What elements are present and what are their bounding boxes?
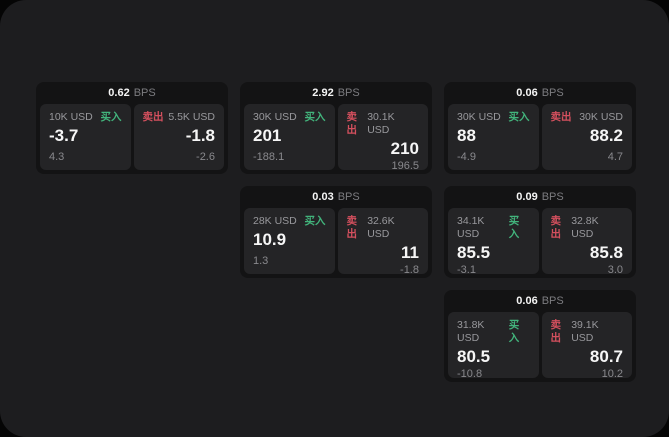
price-tile: 2.92 BPS 30K USD 买入 201 -188.1 卖出 30.1K …	[240, 82, 432, 174]
sell-panel[interactable]: 卖出 30K USD 88.2 4.7	[541, 104, 632, 170]
buy-side-label: 买入	[508, 111, 530, 123]
spread-header: 2.92 BPS	[240, 82, 432, 104]
buy-delta: 1.3	[253, 255, 269, 267]
buy-delta: -3.1	[457, 264, 476, 276]
sell-price: -1.8	[185, 126, 215, 145]
spread-unit: BPS	[541, 87, 564, 99]
buy-panel[interactable]: 34.1K USD 买入 85.5 -3.1	[448, 208, 539, 276]
sell-side-label: 卖出	[550, 319, 562, 344]
buy-side-label: 买入	[508, 215, 520, 240]
sell-amount: 39.1K USD	[571, 319, 599, 344]
buy-side-label: 买入	[304, 215, 326, 227]
sell-delta: -1.8	[400, 264, 419, 276]
buy-delta: -4.9	[457, 151, 476, 163]
buy-panel[interactable]: 30K USD 买入 88 -4.9	[448, 104, 539, 170]
spread-value: 0.62	[108, 87, 130, 99]
buy-panel[interactable]: 10K USD 买入 -3.7 4.3	[40, 104, 131, 170]
sell-side-label: 卖出	[346, 111, 358, 136]
buy-amount: 34.1K USD	[457, 215, 485, 240]
buy-panel[interactable]: 31.8K USD 买入 80.5 -10.8	[448, 312, 539, 380]
price-tile: 0.06 BPS 30K USD 买入 88 -4.9 卖出 30K USD 8…	[444, 82, 636, 174]
spread-value: 0.03	[312, 191, 334, 203]
spread-header: 0.62 BPS	[36, 82, 228, 104]
sell-side-label: 卖出	[142, 111, 164, 123]
buy-side-label: 买入	[304, 111, 326, 123]
sell-panel[interactable]: 卖出 30.1K USD 210 196.5	[337, 104, 428, 172]
sell-amount: 32.8K USD	[571, 215, 599, 240]
buy-amount: 10K USD	[49, 111, 93, 123]
buy-delta: 4.3	[49, 151, 65, 163]
buy-price: 80.5	[457, 347, 491, 366]
sell-panel[interactable]: 卖出 39.1K USD 80.7 10.2	[541, 312, 632, 380]
spread-header: 0.06 BPS	[444, 290, 636, 312]
sell-delta: -2.6	[196, 151, 215, 163]
spread-header: 0.06 BPS	[444, 82, 636, 104]
sell-delta: 4.7	[607, 151, 623, 163]
buy-side-label: 买入	[100, 111, 122, 123]
buy-amount: 31.8K USD	[457, 319, 485, 344]
spread-value: 0.06	[516, 295, 538, 307]
buy-price: -3.7	[49, 126, 79, 145]
buy-price: 10.9	[253, 230, 287, 249]
sell-price: 88.2	[589, 126, 623, 145]
buy-price: 88	[457, 126, 476, 145]
spread-value: 0.09	[516, 191, 538, 203]
spread-value: 2.92	[312, 87, 334, 99]
spread-unit: BPS	[133, 87, 156, 99]
sell-price: 11	[401, 243, 419, 262]
sell-side-label: 卖出	[550, 111, 572, 123]
buy-panel[interactable]: 28K USD 买入 10.9 1.3	[244, 208, 335, 274]
price-tile: 0.09 BPS 34.1K USD 买入 85.5 -3.1 卖出 32.8K…	[444, 186, 636, 278]
buy-side-label: 买入	[508, 319, 520, 344]
spread-unit: BPS	[337, 87, 360, 99]
buy-price: 85.5	[457, 243, 491, 262]
price-tile: 0.62 BPS 10K USD 买入 -3.7 4.3 卖出 5.5K USD…	[36, 82, 228, 174]
sell-panel[interactable]: 卖出 5.5K USD -1.8 -2.6	[133, 104, 224, 170]
sell-delta: 196.5	[391, 160, 419, 172]
spread-unit: BPS	[541, 295, 564, 307]
sell-delta: 3.0	[607, 264, 623, 276]
sell-side-label: 卖出	[346, 215, 358, 240]
sell-price: 80.7	[589, 347, 623, 366]
sell-amount: 30K USD	[579, 111, 623, 123]
spread-header: 0.03 BPS	[240, 186, 432, 208]
buy-amount: 30K USD	[457, 111, 501, 123]
spread-header: 0.09 BPS	[444, 186, 636, 208]
sell-amount: 5.5K USD	[168, 111, 215, 123]
spread-value: 0.06	[516, 87, 538, 99]
sell-amount: 32.6K USD	[367, 215, 395, 240]
spread-unit: BPS	[541, 191, 564, 203]
buy-delta: -188.1	[253, 151, 285, 163]
buy-amount: 28K USD	[253, 215, 297, 227]
sell-price: 210	[390, 139, 419, 158]
spread-unit: BPS	[337, 191, 360, 203]
sell-amount: 30.1K USD	[367, 111, 395, 136]
sell-delta: 10.2	[601, 368, 623, 380]
sell-panel[interactable]: 卖出 32.8K USD 85.8 3.0	[541, 208, 632, 276]
buy-amount: 30K USD	[253, 111, 297, 123]
buy-panel[interactable]: 30K USD 买入 201 -188.1	[244, 104, 335, 170]
sell-price: 85.8	[589, 243, 623, 262]
sell-side-label: 卖出	[550, 215, 562, 240]
price-tile: 0.06 BPS 31.8K USD 买入 80.5 -10.8 卖出 39.1…	[444, 290, 636, 382]
price-tile: 0.03 BPS 28K USD 买入 10.9 1.3 卖出 32.6K US…	[240, 186, 432, 278]
sell-panel[interactable]: 卖出 32.6K USD 11 -1.8	[337, 208, 428, 276]
buy-delta: -10.8	[457, 368, 483, 380]
buy-price: 201	[253, 126, 282, 145]
